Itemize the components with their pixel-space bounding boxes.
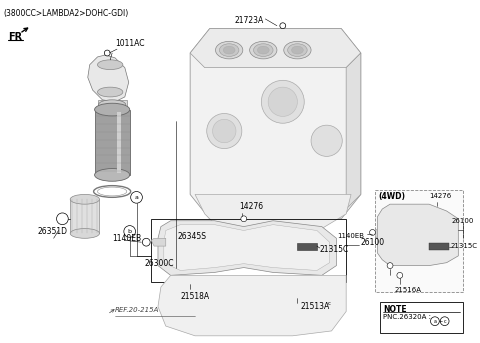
Ellipse shape — [70, 194, 99, 204]
Ellipse shape — [250, 41, 277, 59]
Text: (4WD): (4WD) — [378, 192, 405, 201]
Text: a: a — [134, 195, 138, 200]
Text: 1011AC: 1011AC — [115, 39, 144, 48]
Polygon shape — [377, 204, 458, 265]
Polygon shape — [429, 243, 448, 250]
Polygon shape — [195, 194, 351, 238]
Text: 21723A: 21723A — [234, 16, 264, 25]
Ellipse shape — [97, 60, 123, 70]
Circle shape — [104, 50, 110, 56]
Text: PNC.26320A :: PNC.26320A : — [383, 314, 431, 320]
Text: 26351D: 26351D — [37, 227, 67, 236]
Bar — [380, 302, 463, 333]
Text: 21518A: 21518A — [180, 292, 210, 301]
Polygon shape — [375, 228, 377, 238]
Text: 1140EB: 1140EB — [337, 233, 364, 239]
Circle shape — [261, 80, 304, 123]
Text: c: c — [328, 301, 331, 306]
Text: b: b — [128, 229, 132, 234]
Polygon shape — [97, 100, 127, 109]
Circle shape — [324, 299, 335, 308]
Circle shape — [213, 119, 236, 143]
Polygon shape — [346, 53, 361, 209]
Polygon shape — [190, 29, 361, 219]
Text: 1140EB: 1140EB — [112, 234, 141, 243]
Text: c: c — [444, 319, 446, 324]
Circle shape — [295, 292, 300, 298]
Circle shape — [131, 191, 143, 203]
Ellipse shape — [98, 100, 126, 109]
Text: NOTE: NOTE — [383, 305, 407, 314]
Polygon shape — [158, 221, 336, 275]
Text: 14276: 14276 — [239, 202, 263, 211]
Text: REF.20-215A: REF.20-215A — [115, 307, 159, 312]
Text: 26100: 26100 — [361, 238, 385, 247]
Circle shape — [57, 213, 68, 225]
Circle shape — [268, 87, 298, 116]
Text: 21513A: 21513A — [300, 302, 330, 311]
Ellipse shape — [257, 46, 269, 54]
Ellipse shape — [223, 46, 235, 54]
Text: (3800CC>LAMBDA2>DOHC-GDI): (3800CC>LAMBDA2>DOHC-GDI) — [3, 9, 128, 18]
Polygon shape — [151, 238, 166, 246]
Text: 26300C: 26300C — [144, 259, 174, 268]
Ellipse shape — [253, 44, 273, 57]
Polygon shape — [164, 225, 330, 271]
Polygon shape — [70, 199, 99, 234]
Circle shape — [431, 317, 439, 326]
Circle shape — [387, 263, 393, 269]
Ellipse shape — [284, 41, 311, 59]
Ellipse shape — [95, 168, 130, 181]
Circle shape — [241, 216, 247, 222]
Ellipse shape — [97, 87, 123, 97]
Text: a: a — [433, 319, 436, 324]
Circle shape — [370, 229, 375, 235]
Text: 26100: 26100 — [452, 218, 474, 224]
Ellipse shape — [219, 44, 239, 57]
Circle shape — [280, 23, 286, 29]
Text: 14276: 14276 — [429, 193, 451, 199]
Circle shape — [143, 238, 150, 246]
Ellipse shape — [288, 44, 307, 57]
Polygon shape — [95, 109, 130, 175]
Polygon shape — [158, 275, 346, 336]
Text: 21516A: 21516A — [395, 287, 422, 293]
Ellipse shape — [291, 46, 303, 54]
Polygon shape — [88, 55, 129, 102]
Polygon shape — [298, 243, 317, 250]
Circle shape — [397, 272, 403, 278]
Text: 21315C: 21315C — [451, 243, 478, 249]
Circle shape — [207, 114, 242, 149]
Ellipse shape — [95, 103, 130, 116]
Circle shape — [311, 125, 342, 156]
Circle shape — [186, 276, 194, 284]
Polygon shape — [190, 29, 361, 68]
Polygon shape — [117, 111, 121, 173]
Text: FR: FR — [8, 32, 22, 42]
Bar — [375, 190, 463, 292]
Circle shape — [440, 317, 449, 326]
Text: 21315C: 21315C — [320, 246, 349, 255]
Bar — [151, 219, 346, 282]
Text: 26345S: 26345S — [178, 232, 206, 241]
Ellipse shape — [216, 41, 243, 59]
Circle shape — [124, 226, 135, 237]
Ellipse shape — [70, 228, 99, 238]
